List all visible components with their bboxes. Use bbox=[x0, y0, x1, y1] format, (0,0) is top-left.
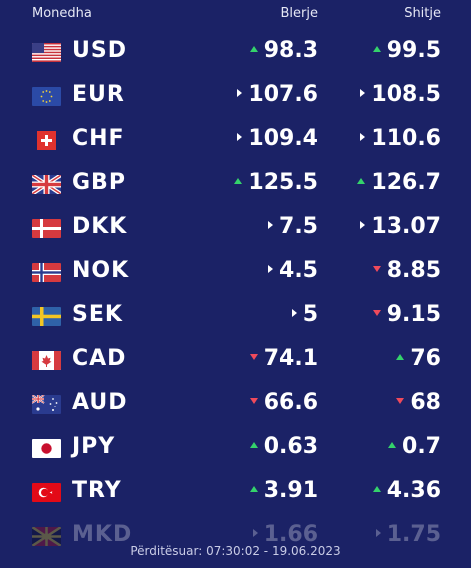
header-sell: Shitje bbox=[404, 6, 441, 21]
trend-up-icon bbox=[396, 354, 405, 360]
sell-value: 9.15 bbox=[372, 302, 441, 327]
header-buy: Blerje bbox=[280, 6, 318, 21]
trend-down-icon bbox=[249, 354, 258, 360]
rate-row-jpy: JPY 0.63 0.7 bbox=[0, 427, 471, 471]
buy-value: 125.5 bbox=[234, 170, 318, 195]
rate-row-cad: CAD 74.1 76 bbox=[0, 339, 471, 383]
trend-down-icon bbox=[396, 398, 405, 404]
sell-value: 13.07 bbox=[360, 214, 441, 239]
trend-same-icon bbox=[237, 133, 243, 141]
rate-row-chf: CHF 109.4 110.6 bbox=[0, 119, 471, 163]
trend-up-icon bbox=[372, 486, 381, 492]
buy-value: 5 bbox=[291, 302, 318, 327]
gb-flag-icon bbox=[32, 175, 61, 194]
jp-flag-icon bbox=[32, 439, 61, 458]
dk-flag-icon bbox=[32, 219, 61, 238]
rate-row-mkd: MKD 1.66 1.75 bbox=[0, 515, 471, 559]
se-flag-icon bbox=[32, 307, 61, 326]
currency-code: USD bbox=[72, 38, 127, 63]
currency-code: JPY bbox=[72, 434, 116, 459]
trend-up-icon bbox=[249, 442, 258, 448]
sell-value: 76 bbox=[396, 346, 441, 371]
currency-code: AUD bbox=[72, 390, 128, 415]
trend-up-icon bbox=[249, 46, 258, 52]
ch-flag-icon bbox=[32, 131, 61, 150]
rates-list: USD 98.3 99.5 EUR 107.6 108.5 bbox=[0, 31, 471, 559]
header-currency: Monedha bbox=[32, 6, 92, 21]
trend-same-icon bbox=[237, 89, 243, 97]
trend-same-icon bbox=[268, 221, 274, 229]
trend-same-icon bbox=[375, 529, 381, 537]
trend-same-icon bbox=[252, 529, 258, 537]
sell-value: 0.7 bbox=[388, 434, 441, 459]
buy-value: 4.5 bbox=[268, 258, 318, 283]
sell-value: 126.7 bbox=[357, 170, 441, 195]
buy-value: 3.91 bbox=[249, 478, 318, 503]
trend-same-icon bbox=[360, 221, 366, 229]
sell-value: 4.36 bbox=[372, 478, 441, 503]
currency-code: MKD bbox=[72, 522, 133, 547]
sell-value: 99.5 bbox=[372, 38, 441, 63]
currency-code: CAD bbox=[72, 346, 127, 371]
rate-row-dkk: DKK 7.5 13.07 bbox=[0, 207, 471, 251]
trend-up-icon bbox=[234, 178, 243, 184]
tr-flag-icon bbox=[32, 483, 61, 502]
currency-code: TRY bbox=[72, 478, 122, 503]
mk-flag-icon bbox=[32, 527, 61, 546]
buy-value: 7.5 bbox=[268, 214, 318, 239]
trend-same-icon bbox=[360, 133, 366, 141]
currency-code: NOK bbox=[72, 258, 130, 283]
rate-row-nok: NOK 4.5 8.85 bbox=[0, 251, 471, 295]
trend-up-icon bbox=[249, 486, 258, 492]
last-updated: Përditësuar: 07:30:02 - 19.06.2023 bbox=[130, 544, 341, 558]
sell-value: 1.75 bbox=[375, 522, 441, 547]
trend-up-icon bbox=[357, 178, 366, 184]
rate-row-try: TRY 3.91 4.36 bbox=[0, 471, 471, 515]
buy-value: 1.66 bbox=[252, 522, 318, 547]
sell-value: 108.5 bbox=[360, 82, 441, 107]
buy-value: 66.6 bbox=[249, 390, 318, 415]
rate-row-sek: SEK 5 9.15 bbox=[0, 295, 471, 339]
us-flag-icon bbox=[32, 43, 61, 62]
table-header: Monedha Blerje Shitje bbox=[0, 0, 471, 28]
buy-value: 98.3 bbox=[249, 38, 318, 63]
currency-code: GBP bbox=[72, 170, 126, 195]
ca-flag-icon bbox=[32, 351, 61, 370]
trend-same-icon bbox=[360, 89, 366, 97]
currency-code: CHF bbox=[72, 126, 125, 151]
trend-up-icon bbox=[372, 46, 381, 52]
buy-value: 0.63 bbox=[249, 434, 318, 459]
currency-code: DKK bbox=[72, 214, 128, 239]
au-flag-icon bbox=[32, 395, 61, 414]
rate-row-usd: USD 98.3 99.5 bbox=[0, 31, 471, 75]
rate-row-aud: AUD 66.6 68 bbox=[0, 383, 471, 427]
no-flag-icon bbox=[32, 263, 61, 282]
buy-value: 74.1 bbox=[249, 346, 318, 371]
buy-value: 109.4 bbox=[237, 126, 318, 151]
rate-row-gbp: GBP 125.5 126.7 bbox=[0, 163, 471, 207]
trend-down-icon bbox=[249, 398, 258, 404]
buy-value: 107.6 bbox=[237, 82, 318, 107]
trend-down-icon bbox=[372, 266, 381, 272]
sell-value: 8.85 bbox=[372, 258, 441, 283]
currency-code: SEK bbox=[72, 302, 123, 327]
trend-same-icon bbox=[291, 309, 297, 317]
trend-same-icon bbox=[268, 265, 274, 273]
trend-down-icon bbox=[372, 310, 381, 316]
trend-up-icon bbox=[388, 442, 397, 448]
sell-value: 68 bbox=[396, 390, 441, 415]
rate-row-eur: EUR 107.6 108.5 bbox=[0, 75, 471, 119]
currency-code: EUR bbox=[72, 82, 125, 107]
sell-value: 110.6 bbox=[360, 126, 441, 151]
eu-flag-icon bbox=[32, 87, 61, 106]
